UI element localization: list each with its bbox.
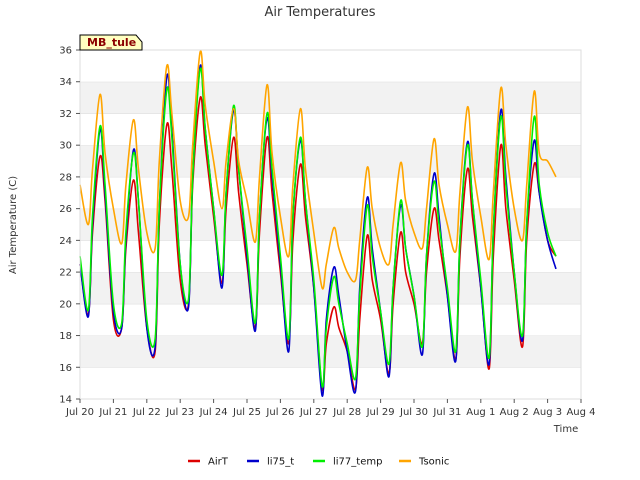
- y-tick-label: 14: [59, 395, 72, 406]
- x-tick-label: Jul 26: [265, 407, 294, 418]
- x-tick-label: Aug 4: [566, 407, 595, 418]
- x-tick-label: Jul 31: [432, 407, 461, 418]
- legend: AirT li75_t li77_temp Tsonic: [188, 457, 449, 468]
- y-tick-label: 24: [59, 236, 72, 247]
- x-tick-label: Aug 3: [533, 407, 562, 418]
- y-tick-label: 20: [59, 299, 72, 310]
- x-tick-label: Jul 30: [399, 407, 428, 418]
- x-tick-label: Jul 22: [132, 407, 161, 418]
- grid-band: [80, 240, 581, 273]
- y-tick-label: 32: [59, 109, 72, 120]
- x-tick-label: Jul 24: [199, 407, 228, 418]
- legend-label: li75_t: [267, 457, 294, 468]
- grid-band: [80, 50, 581, 82]
- x-axis-title: Time: [553, 424, 578, 435]
- legend-label: li77_temp: [333, 457, 382, 468]
- x-tick-label: Jul 27: [299, 407, 328, 418]
- x-tick-label: Jul 20: [65, 407, 94, 418]
- y-tick-label: 34: [59, 77, 72, 88]
- y-tick-label: 22: [59, 268, 72, 279]
- x-tick-label: Jul 23: [165, 407, 194, 418]
- grid-band: [80, 335, 581, 368]
- grid-band: [80, 367, 581, 399]
- y-tick-label: 28: [59, 172, 72, 183]
- series-line-tsonic: [79, 50, 557, 290]
- series-layer: [79, 50, 557, 397]
- y-tick-label: 30: [59, 141, 72, 152]
- site-label-box: MB_tule: [79, 34, 143, 51]
- y-tick-label: 18: [59, 331, 72, 342]
- y-tick-label: 16: [59, 363, 72, 374]
- y-axis-ticks: 14 16 18 20 22 24 26 28 30 32 34 36: [59, 46, 80, 406]
- x-tick-label: Jul 25: [232, 407, 261, 418]
- x-tick-label: Aug 2: [500, 407, 529, 418]
- x-axis-ticks: Jul 20 Jul 21 Jul 22 Jul 23 Jul 24 Jul 25 Jul …: [65, 399, 596, 418]
- plot-frame: [79, 49, 582, 400]
- y-tick-label: 26: [59, 204, 72, 215]
- x-tick-label: Jul 28: [332, 407, 361, 418]
- series-line-li77-temp: [79, 67, 557, 388]
- x-tick-label: Jul 29: [366, 407, 395, 418]
- grid-band: [80, 81, 581, 114]
- grid-band: [80, 208, 581, 241]
- x-tick-label: Jul 21: [98, 407, 127, 418]
- legend-label: AirT: [208, 457, 229, 468]
- site-label: MB_tule: [87, 36, 136, 49]
- chart-title: Air Temperatures: [264, 5, 375, 20]
- y-tick-label: 36: [59, 46, 72, 57]
- legend-label: Tsonic: [418, 457, 449, 468]
- x-tick-label: Aug 1: [466, 407, 495, 418]
- y-axis-title: Air Temperature (C): [8, 176, 19, 274]
